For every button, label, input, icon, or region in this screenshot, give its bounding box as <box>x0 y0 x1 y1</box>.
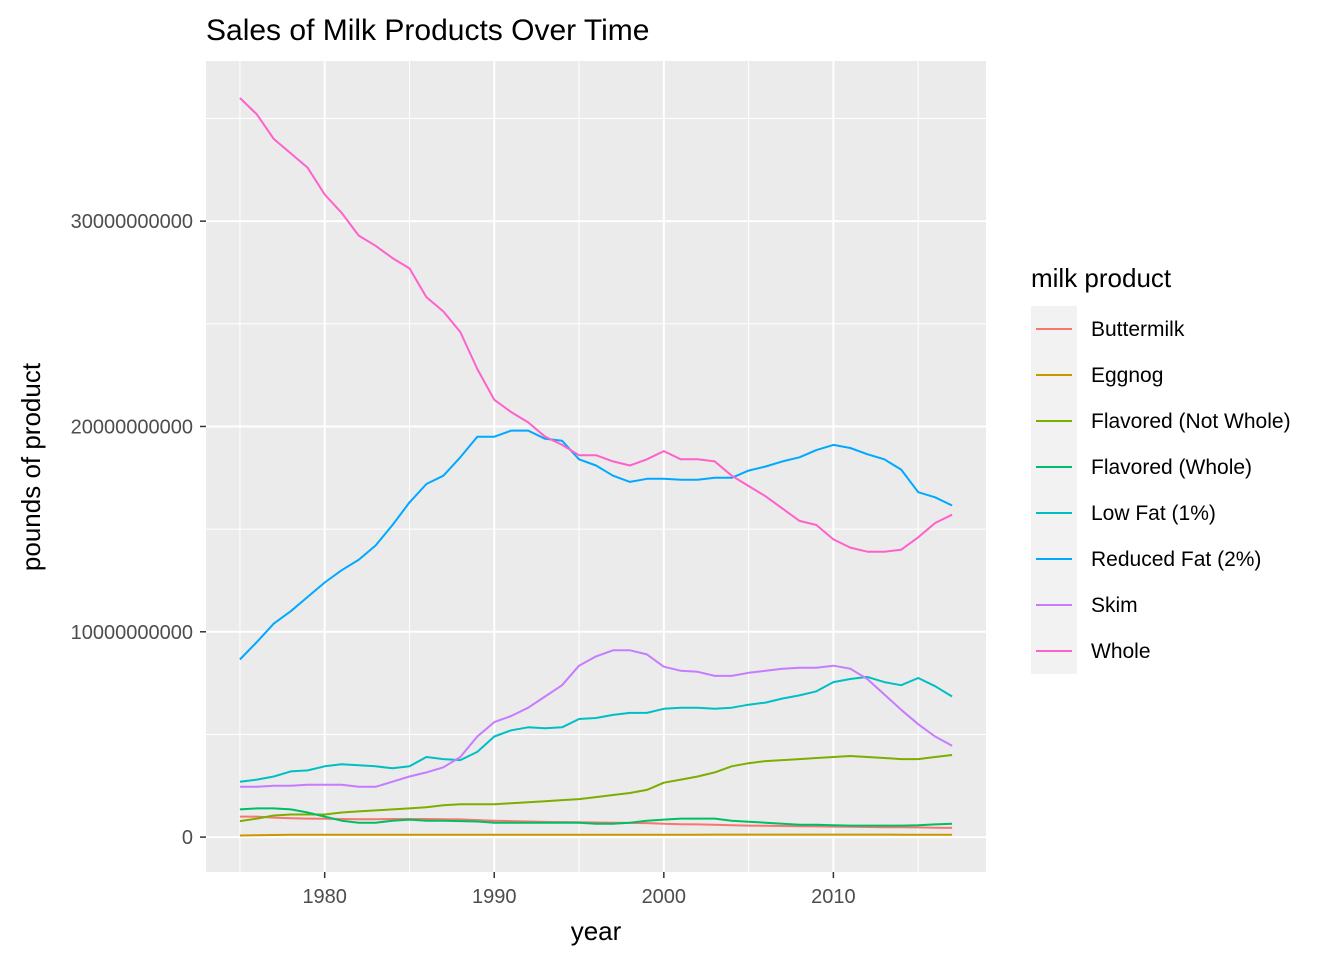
chart-title: Sales of Milk Products Over Time <box>206 14 649 47</box>
x-tick-label: 1980 <box>302 886 347 908</box>
legend-label-whole: Whole <box>1091 640 1151 663</box>
y-tick-label: 10000000000 <box>71 622 193 644</box>
y-tick-label: 30000000000 <box>71 211 193 233</box>
series-line-buttermilk <box>239 815 953 829</box>
legend-label-flavored-not-whole: Flavored (Not Whole) <box>1091 410 1291 433</box>
legend-label-eggnog: Eggnog <box>1091 364 1163 387</box>
series-line-skim <box>239 649 953 788</box>
legend-label-buttermilk: Buttermilk <box>1091 318 1185 341</box>
legend-label-low-fat-1: Low Fat (1%) <box>1091 502 1216 525</box>
x-tick-label: 2010 <box>811 886 856 908</box>
legend-label-skim: Skim <box>1091 594 1138 617</box>
series-line-flavored-whole <box>239 807 953 827</box>
legend-label-flavored-whole: Flavored (Whole) <box>1091 456 1252 479</box>
x-tick-label: 1990 <box>472 886 517 908</box>
legend-items: Buttermilk Eggnog Flavored (Not Whole) Flav… <box>1031 306 1291 674</box>
y-axis: 0 10000000000 20000000000 30000000000 <box>71 211 206 849</box>
legend-title: milk product <box>1031 263 1172 293</box>
series-line-reduced-fat-2 <box>239 429 953 661</box>
x-axis-title: year <box>571 916 622 946</box>
series-line-eggnog <box>239 833 953 837</box>
legend-label-reduced-fat-2: Reduced Fat (2%) <box>1091 548 1261 571</box>
y-tick-label: 0 <box>182 827 193 849</box>
series-line-whole <box>239 97 953 553</box>
x-axis: 1980 1990 2000 2010 <box>302 872 856 908</box>
y-axis-title: pounds of product <box>16 362 46 571</box>
y-tick-label: 20000000000 <box>71 416 193 438</box>
minor-gridlines <box>206 61 986 872</box>
legend-key-background <box>1031 306 1077 674</box>
legend: milk product Buttermilk Eggnog Flavored (N… <box>1031 263 1291 674</box>
x-tick-label: 2000 <box>642 886 687 908</box>
series-line-flavored-not-whole <box>239 754 953 823</box>
series-lines <box>239 97 953 837</box>
series-line-low-fat-1 <box>239 675 953 783</box>
